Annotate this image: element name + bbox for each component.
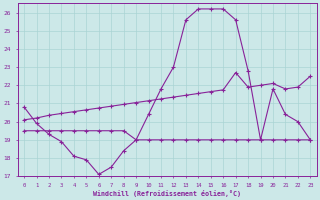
X-axis label: Windchill (Refroidissement éolien,°C): Windchill (Refroidissement éolien,°C)	[93, 190, 241, 197]
